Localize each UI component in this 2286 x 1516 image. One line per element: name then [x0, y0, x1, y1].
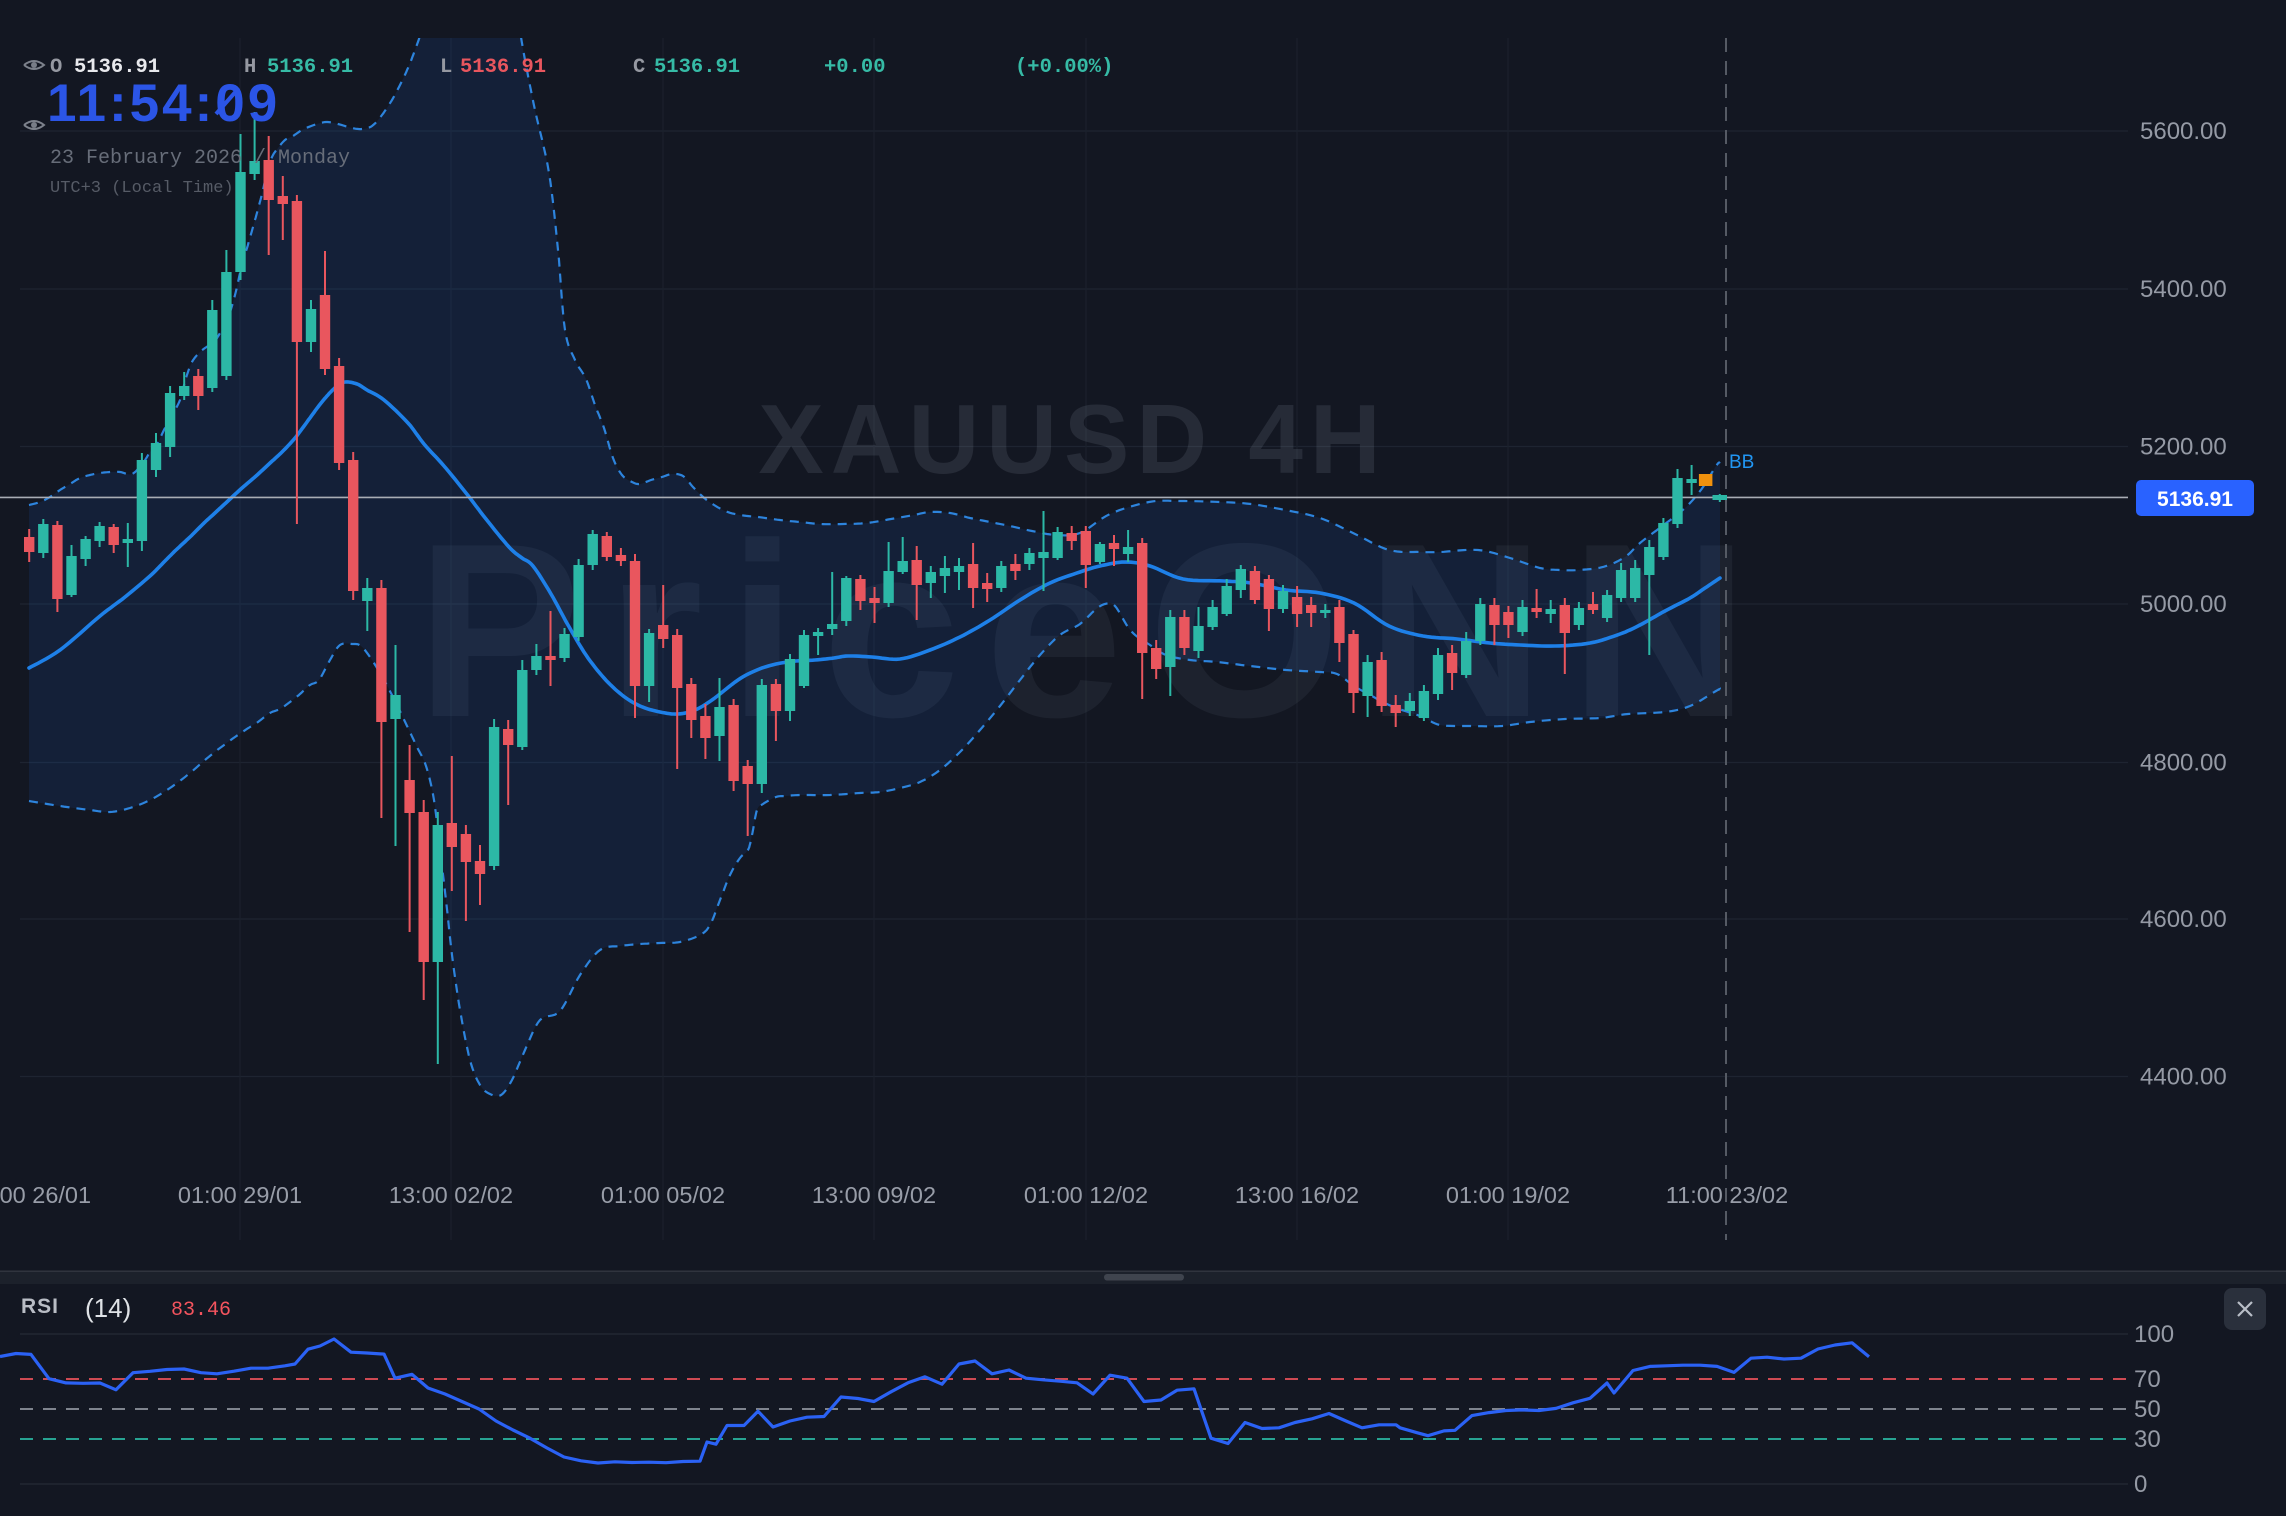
svg-text:(14): (14): [85, 1293, 131, 1323]
svg-text:70: 70: [2134, 1366, 2161, 1393]
svg-text:11:54:09: 11:54:09: [47, 74, 280, 133]
svg-text:XAUUSD 4H: XAUUSD 4H: [758, 384, 1387, 494]
svg-text:4600.00: 4600.00: [2140, 906, 2227, 933]
svg-text:5136.91: 5136.91: [654, 56, 740, 79]
svg-text:50: 50: [2134, 1396, 2161, 1423]
svg-text:5600.00: 5600.00: [2140, 118, 2227, 145]
svg-text:5400.00: 5400.00: [2140, 276, 2227, 303]
svg-text:0: 0: [2134, 1471, 2147, 1498]
svg-text:01:00 12/02: 01:00 12/02: [1024, 1182, 1148, 1208]
svg-text:13:00 26/01: 13:00 26/01: [0, 1182, 91, 1208]
svg-text:(+0.00%): (+0.00%): [1015, 56, 1113, 79]
svg-text:C: C: [633, 56, 645, 79]
svg-text:01:00 19/02: 01:00 19/02: [1446, 1182, 1570, 1208]
svg-text:H: H: [244, 56, 256, 79]
svg-text:L: L: [440, 56, 452, 79]
svg-text:13:00 16/02: 13:00 16/02: [1235, 1182, 1359, 1208]
svg-text:13:00 09/02: 13:00 09/02: [812, 1182, 936, 1208]
svg-text:5136.91: 5136.91: [460, 56, 546, 79]
svg-text:RSI: RSI: [21, 1295, 59, 1318]
svg-text:5000.00: 5000.00: [2140, 591, 2227, 618]
svg-text:13:00 02/02: 13:00 02/02: [389, 1182, 513, 1208]
svg-text:5200.00: 5200.00: [2140, 434, 2227, 461]
svg-text:83.46: 83.46: [171, 1299, 231, 1322]
svg-text:UTC+3 (Local Time): UTC+3 (Local Time): [50, 179, 234, 198]
svg-text:01:00 29/01: 01:00 29/01: [178, 1182, 302, 1208]
svg-text:100: 100: [2134, 1321, 2174, 1348]
svg-text:11:00 23/02: 11:00 23/02: [1666, 1182, 1788, 1208]
svg-text:5136.91: 5136.91: [74, 56, 160, 79]
svg-text:+0.00: +0.00: [824, 56, 886, 79]
svg-text:5136.91: 5136.91: [2157, 488, 2233, 511]
svg-text:4400.00: 4400.00: [2140, 1064, 2227, 1091]
svg-text:01:00 05/02: 01:00 05/02: [601, 1182, 725, 1208]
svg-text:O: O: [50, 56, 62, 79]
svg-text:30: 30: [2134, 1426, 2161, 1453]
svg-text:4800.00: 4800.00: [2140, 750, 2227, 777]
svg-text:5136.91: 5136.91: [267, 56, 353, 79]
svg-text:BB: BB: [1729, 452, 1754, 473]
svg-text:23 February 2026 / Monday: 23 February 2026 / Monday: [50, 147, 350, 170]
